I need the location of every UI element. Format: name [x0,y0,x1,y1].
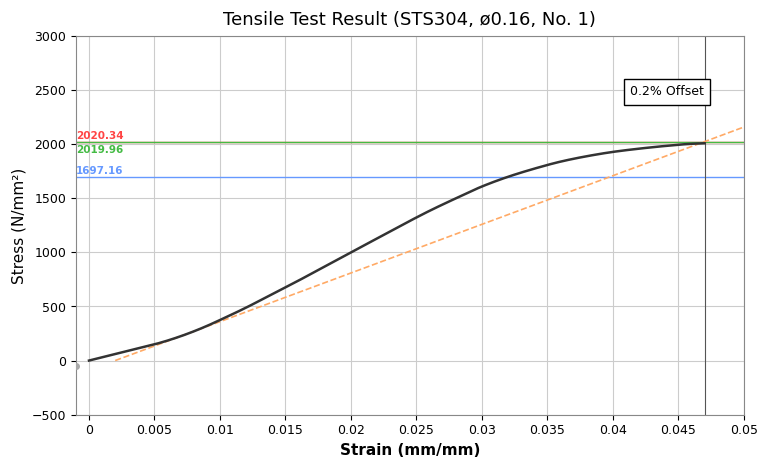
Text: 2019.96: 2019.96 [76,145,123,155]
Title: Tensile Test Result (STS304, ø0.16, No. 1): Tensile Test Result (STS304, ø0.16, No. … [224,11,596,29]
Text: 2020.34: 2020.34 [76,130,124,141]
Text: 1697.16: 1697.16 [76,166,123,176]
Y-axis label: Stress (N/mm²): Stress (N/mm²) [11,167,26,284]
X-axis label: Strain (mm/mm): Strain (mm/mm) [340,443,480,458]
Text: 0.2% Offset: 0.2% Offset [631,85,704,98]
